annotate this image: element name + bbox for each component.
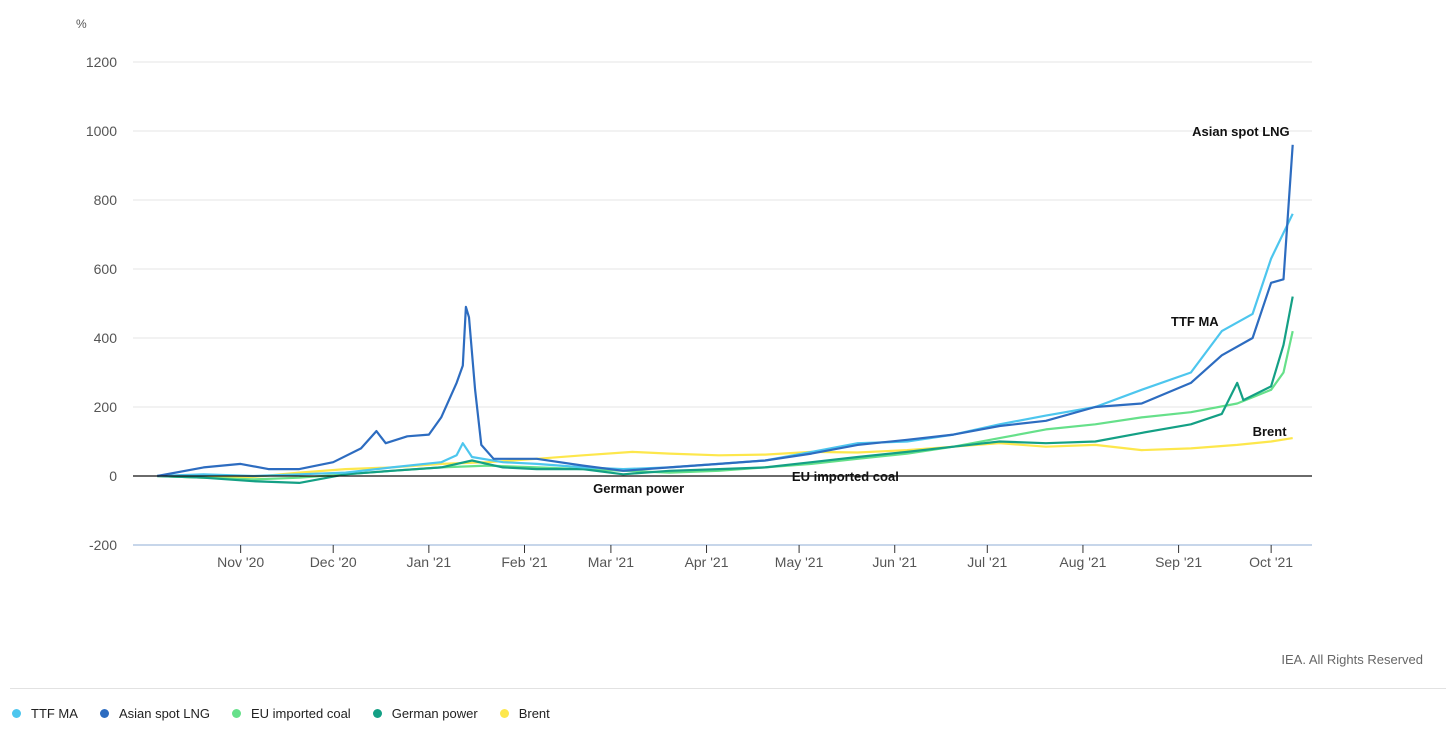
legend-dot-icon xyxy=(372,709,382,718)
legend-item-brent[interactable]: Brent xyxy=(499,706,550,721)
series-line-brent xyxy=(157,437,1293,479)
chart-legend: TTF MA Asian spot LNG EU imported coal G… xyxy=(12,706,550,721)
y-tick-label: 400 xyxy=(94,330,118,346)
series-annotation: Asian spot LNG xyxy=(1192,124,1290,139)
legend-dot-icon xyxy=(231,709,241,718)
legend-label: Brent xyxy=(518,706,550,721)
x-tick-label: Apr '21 xyxy=(685,554,729,570)
series-lines xyxy=(133,144,1312,484)
legend-dot-icon xyxy=(99,709,109,718)
x-tick-label: May '21 xyxy=(775,554,824,570)
series-annotation: Brent xyxy=(1253,424,1288,439)
x-tick-label: Dec '20 xyxy=(310,554,357,570)
axes: % -200 0 200 400 600 800 1000 1200 Nov '20 Dec '20… xyxy=(76,17,1293,570)
x-tick-label: Nov '20 xyxy=(217,554,264,570)
legend-dot-icon xyxy=(12,709,21,718)
series-annotation: TTF MA xyxy=(1171,314,1219,329)
series-annotation: German power xyxy=(593,481,684,496)
annotations: Asian spot LNG TTF MA Brent German power EU … xyxy=(593,124,1290,496)
x-tick-label: Aug '21 xyxy=(1059,554,1106,570)
legend-label: German power xyxy=(391,706,478,721)
y-tick-label: -200 xyxy=(89,537,117,553)
y-tick-label: 1000 xyxy=(86,123,117,139)
legend-item-asian-spot-lng[interactable]: Asian spot LNG xyxy=(99,706,210,721)
y-tick-label: 600 xyxy=(94,261,118,277)
x-tick-label: Jun '21 xyxy=(872,554,917,570)
copyright-credit: IEA. All Rights Reserved xyxy=(1281,652,1423,667)
series-annotation: EU imported coal xyxy=(792,469,899,484)
gridlines xyxy=(133,61,1312,546)
legend-label: TTF MA xyxy=(31,706,78,721)
legend-label: EU imported coal xyxy=(250,706,351,721)
x-tick-label: Mar '21 xyxy=(588,554,634,570)
y-tick-label: 800 xyxy=(94,192,118,208)
legend-item-eu-imported-coal[interactable]: EU imported coal xyxy=(231,706,351,721)
x-tick-label: Oct '21 xyxy=(1249,554,1293,570)
legend-item-german-power[interactable]: German power xyxy=(372,706,478,721)
series-line-asian-spot-lng xyxy=(157,144,1294,478)
series-line-german-power xyxy=(157,296,1294,484)
y-tick-label: 0 xyxy=(109,468,117,484)
y-unit-label: % xyxy=(76,17,87,31)
x-tick-label: Feb '21 xyxy=(501,554,547,570)
x-tick-label: Jan '21 xyxy=(406,554,451,570)
y-tick-label: 200 xyxy=(94,399,118,415)
line-chart: % -200 0 200 400 600 800 1000 1200 Nov '20 Dec '20… xyxy=(76,17,1312,570)
legend-dot-icon xyxy=(499,709,509,718)
x-tick-label: Sep '21 xyxy=(1155,554,1202,570)
legend-divider xyxy=(10,688,1446,689)
legend-item-ttf-ma[interactable]: TTF MA xyxy=(12,706,78,721)
y-tick-label: 1200 xyxy=(86,54,117,70)
legend-label: Asian spot LNG xyxy=(118,706,210,721)
x-tick-label: Jul '21 xyxy=(967,554,1007,570)
